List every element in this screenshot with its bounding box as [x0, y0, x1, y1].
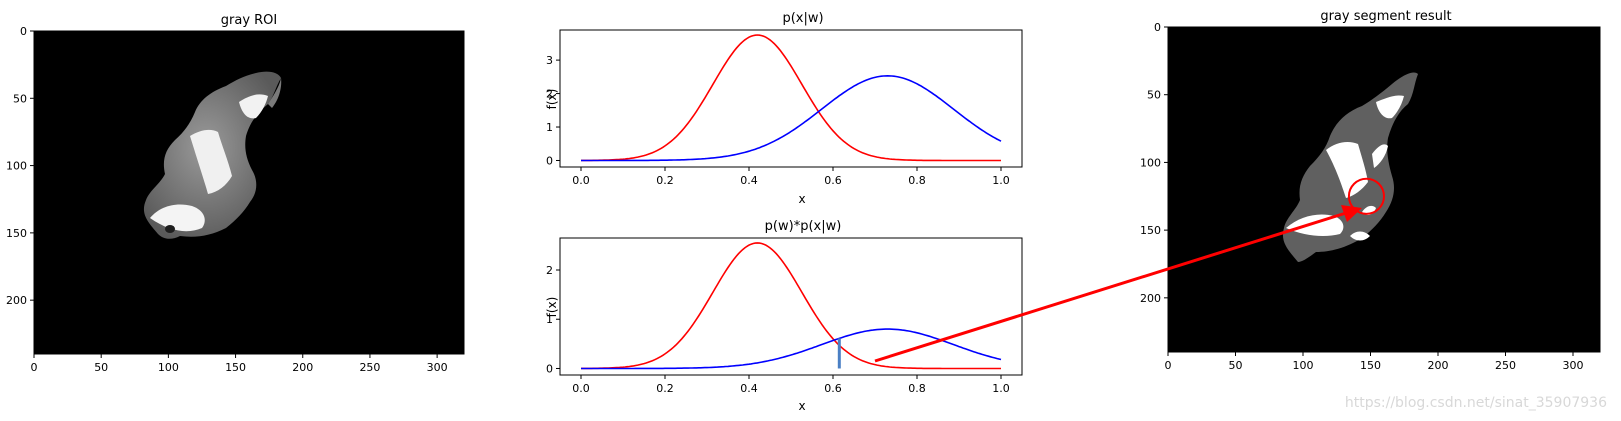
pw-pxw-series-blue — [581, 328, 1002, 370]
pw-pxw-ytick-label: 1 — [546, 313, 553, 326]
gray-roi-ytick-label: 150 — [6, 227, 27, 240]
pxw-ytick-label: 0 — [546, 154, 553, 167]
segment-result-panel: gray segment result 0 50 100 150 200 250 300 0… — [1140, 9, 1601, 372]
pxw-xtick-label: 0.4 — [740, 174, 758, 187]
gray-roi-title: gray ROI — [221, 13, 278, 28]
pw-pxw-xtick-label: 0.2 — [656, 382, 674, 395]
fish-segment-image — [1282, 72, 1418, 262]
gray-roi-xtick-label: 200 — [292, 361, 313, 374]
segment-xtick-label: 250 — [1495, 359, 1516, 372]
gray-roi-xtick-label: 250 — [359, 361, 380, 374]
pxw-xtick-label: 0.0 — [572, 174, 590, 187]
segment-ytick-label: 100 — [1140, 156, 1161, 169]
pw-pxw-xtick-label: 0.8 — [908, 382, 926, 395]
watermark-text: https://blog.csdn.net/sinat_35907936 — [1344, 395, 1607, 411]
gray-roi-xtick-label: 150 — [225, 361, 246, 374]
gray-roi-xtick-label: 0 — [31, 361, 38, 374]
pxw-xtick-label: 1.0 — [992, 174, 1010, 187]
pxw-xlabel: x — [798, 192, 805, 206]
gray-roi-xtick-label: 100 — [158, 361, 179, 374]
gray-roi-panel: gray ROI 0 50 100 150 200 250 300 0 50 100 150 200 — [6, 13, 465, 374]
pxw-panel: p(x|w) 0.0 0.2 0.4 0.6 0.8 1.0 0 1 2 3 x f(x) — [545, 11, 1023, 206]
pxw-ylabel: f(x) — [545, 89, 559, 110]
gray-roi-ytick-label: 0 — [20, 25, 27, 38]
gray-roi-x-ticks: 0 50 100 150 200 250 300 — [31, 354, 448, 374]
gray-roi-xtick-label: 300 — [427, 361, 448, 374]
pxw-xtick-label: 0.2 — [656, 174, 674, 187]
segment-xtick-label: 300 — [1563, 359, 1584, 372]
segment-xtick-label: 150 — [1360, 359, 1381, 372]
pxw-series — [581, 34, 1002, 162]
segment-ytick-label: 50 — [1147, 89, 1161, 102]
pxw-xtick-label: 0.8 — [908, 174, 926, 187]
pxw-xtick-label: 0.6 — [824, 174, 842, 187]
pw-pxw-ylabel: f(x) — [545, 297, 559, 318]
gray-roi-ytick-label: 100 — [6, 160, 27, 173]
annotation-circle — [1347, 177, 1385, 215]
segment-ytick-label: 200 — [1140, 292, 1161, 305]
pw-pxw-series-red — [581, 242, 1001, 370]
segment-ytick-label: 150 — [1140, 224, 1161, 237]
pxw-ytick-label: 1 — [546, 121, 553, 134]
pw-pxw-xtick-label: 0.0 — [572, 382, 590, 395]
segment-xtick-label: 200 — [1428, 359, 1449, 372]
pw-pxw-ytick-label: 0 — [546, 362, 553, 375]
pxw-ytick-label: 3 — [546, 54, 553, 67]
pw-pxw-ytick-label: 2 — [546, 264, 553, 277]
segment-xtick-label: 50 — [1229, 359, 1243, 372]
pxw-series-blue — [581, 74, 1002, 162]
gray-roi-y-ticks: 0 50 100 150 200 — [6, 25, 34, 307]
annotation-arrow — [874, 205, 1362, 363]
pxw-title: p(x|w) — [782, 11, 823, 26]
segment-xtick-label: 100 — [1293, 359, 1314, 372]
pxw-series-red — [581, 34, 1001, 162]
segment-y-ticks: 0 50 100 150 200 — [1140, 21, 1168, 305]
pxw-ticks: 0.0 0.2 0.4 0.6 0.8 1.0 0 1 2 3 — [546, 54, 1010, 187]
pw-pxw-panel: p(w)*p(x|w) 0.0 0.2 0.4 0.6 0.8 1.0 0 1 2 x f(x) — [545, 219, 1023, 413]
pw-pxw-ticks: 0.0 0.2 0.4 0.6 0.8 1.0 0 1 2 — [546, 264, 1010, 395]
gray-roi-ytick-label: 50 — [13, 92, 27, 105]
pxw-ytick-label: 2 — [546, 88, 553, 101]
segment-result-title: gray segment result — [1320, 9, 1451, 24]
pw-pxw-xlabel: x — [798, 399, 805, 413]
fish-gray-image — [143, 71, 282, 239]
pw-pxw-title: p(w)*p(x|w) — [765, 219, 842, 234]
gray-roi-xtick-label: 50 — [94, 361, 108, 374]
pw-pxw-xtick-label: 1.0 — [992, 382, 1010, 395]
pw-pxw-series — [581, 242, 1002, 370]
segment-xtick-label: 0 — [1165, 359, 1172, 372]
segment-x-ticks: 0 50 100 150 200 250 300 — [1165, 352, 1584, 372]
pw-pxw-xtick-label: 0.4 — [740, 382, 758, 395]
gray-roi-ytick-label: 200 — [6, 294, 27, 307]
segment-ytick-label: 0 — [1154, 21, 1161, 34]
pw-pxw-xtick-label: 0.6 — [824, 382, 842, 395]
